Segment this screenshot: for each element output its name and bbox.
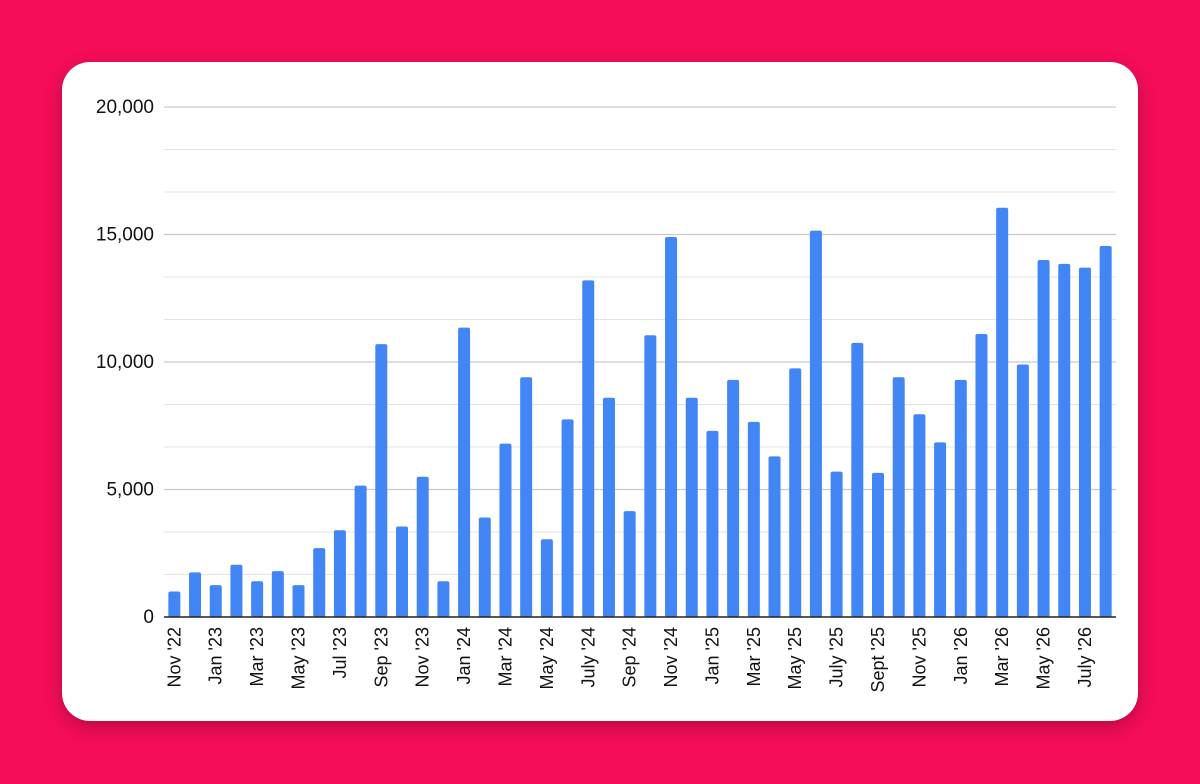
x-tick-label: Nov '22 <box>164 627 184 687</box>
bar <box>623 511 636 617</box>
bar <box>189 572 202 617</box>
bar <box>1099 245 1112 617</box>
bar <box>996 207 1009 617</box>
bar <box>561 419 574 617</box>
x-tick-label: Nov '23 <box>413 627 433 687</box>
x-tick-label: May '25 <box>785 627 805 689</box>
bar <box>954 379 967 617</box>
bar <box>292 585 305 617</box>
bar <box>1058 263 1071 617</box>
bar <box>396 526 408 617</box>
x-tick-label: Jan '23 <box>206 627 226 684</box>
bar <box>354 485 367 617</box>
bar <box>892 377 905 617</box>
chart-card: 0 5,000 10,000 15,000 20,000 Nov '22 Jan '23 Ma… <box>62 62 1138 721</box>
bar <box>789 368 802 617</box>
x-tick-label: Mar '25 <box>744 627 764 686</box>
y-tick-label: 5,000 <box>106 480 154 501</box>
bar <box>313 548 326 617</box>
bar <box>747 421 760 617</box>
bar <box>644 335 657 617</box>
bar <box>582 280 595 617</box>
bar <box>416 476 429 617</box>
x-tick-label: July '25 <box>827 627 847 687</box>
y-tick-label: 10,000 <box>96 352 154 373</box>
bar <box>830 471 843 617</box>
x-tick-label: May '24 <box>537 627 557 689</box>
x-tick-label: May '23 <box>289 627 309 689</box>
bar <box>706 430 719 617</box>
bar <box>333 530 346 617</box>
x-tick-label: Jul '23 <box>330 627 350 678</box>
bar <box>230 564 243 617</box>
bar <box>872 472 884 617</box>
bar <box>768 456 781 617</box>
bar <box>975 333 988 617</box>
bar <box>458 327 471 617</box>
bar <box>809 230 822 618</box>
bar <box>602 397 615 617</box>
bar <box>271 571 284 617</box>
bar <box>168 591 181 617</box>
bar <box>499 443 512 617</box>
x-tick-label: Mar '23 <box>247 627 267 686</box>
bar <box>478 517 491 617</box>
x-tick-label: Sep '24 <box>620 627 640 688</box>
x-tick-label: Sep '23 <box>371 627 391 688</box>
x-tick-label: Nov '24 <box>661 627 681 687</box>
bar <box>851 342 864 617</box>
bar <box>913 414 926 617</box>
x-tick-label: Jan '26 <box>951 627 971 684</box>
x-tick-label: Mar '24 <box>495 627 515 686</box>
bar-chart: 0 5,000 10,000 15,000 20,000 Nov '22 Jan '23 Ma… <box>96 97 1116 693</box>
x-tick-label: Sept '25 <box>868 627 888 693</box>
bar <box>934 442 947 617</box>
bar <box>437 581 450 617</box>
bar <box>665 237 678 618</box>
bar <box>375 344 388 617</box>
y-tick-label: 20,000 <box>96 97 154 118</box>
bar <box>520 377 533 617</box>
y-tick-label: 0 <box>143 607 154 628</box>
x-tick-label: Jan '25 <box>702 627 722 684</box>
bar <box>1016 364 1029 617</box>
x-tick-label: July '26 <box>1075 627 1095 687</box>
bar <box>727 379 740 617</box>
bar <box>1037 260 1050 617</box>
y-tick-label: 15,000 <box>96 225 154 246</box>
bar <box>540 539 553 617</box>
bar <box>685 397 698 617</box>
x-tick-label: Nov '25 <box>909 627 929 687</box>
bar <box>251 581 264 617</box>
x-tick-label: July '24 <box>578 627 598 687</box>
x-tick-label: May '26 <box>1034 627 1054 689</box>
x-tick-label: Jan '24 <box>454 627 474 684</box>
bar <box>209 585 222 617</box>
x-tick-label: Mar '26 <box>992 627 1012 686</box>
bar <box>1078 267 1091 617</box>
